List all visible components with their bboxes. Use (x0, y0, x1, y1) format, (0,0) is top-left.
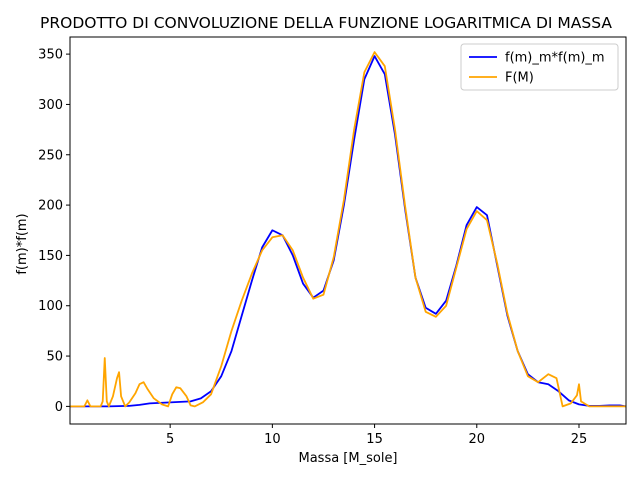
y-tick-label: 50 (46, 350, 63, 365)
x-tick-label: 20 (469, 432, 486, 447)
axes-frame (69, 36, 627, 425)
chart-title: PRODOTTO DI CONVOLUZIONE DELLA FUNZIONE … (40, 14, 612, 32)
y-tick-label: 100 (38, 299, 63, 314)
y-tick-label: 150 (38, 249, 63, 264)
legend-entry-1: f(m)_m*f(m)_m (505, 51, 605, 66)
legend-entry-2: F(M) (505, 71, 534, 86)
y-tick-label: 0 (55, 400, 63, 415)
y-tick-label: 250 (38, 148, 63, 163)
series-line-1 (70, 55, 627, 408)
legend: f(m)_m*f(m)_m F(M) (460, 43, 619, 91)
x-tick-label: 10 (264, 432, 281, 447)
y-tick-label: 300 (38, 98, 63, 113)
y-tick-label: 200 (38, 199, 63, 214)
y-axis-label: f(m)*f(m) (15, 213, 30, 274)
y-tick-label: 350 (38, 48, 63, 63)
x-tick-label: 25 (571, 432, 588, 447)
legend-box (460, 43, 619, 91)
x-tick-label: 5 (166, 432, 174, 447)
series-line-2 (70, 51, 626, 408)
x-axis-label: Massa [M_sole] (298, 451, 397, 466)
x-tick-label: 15 (366, 432, 383, 447)
